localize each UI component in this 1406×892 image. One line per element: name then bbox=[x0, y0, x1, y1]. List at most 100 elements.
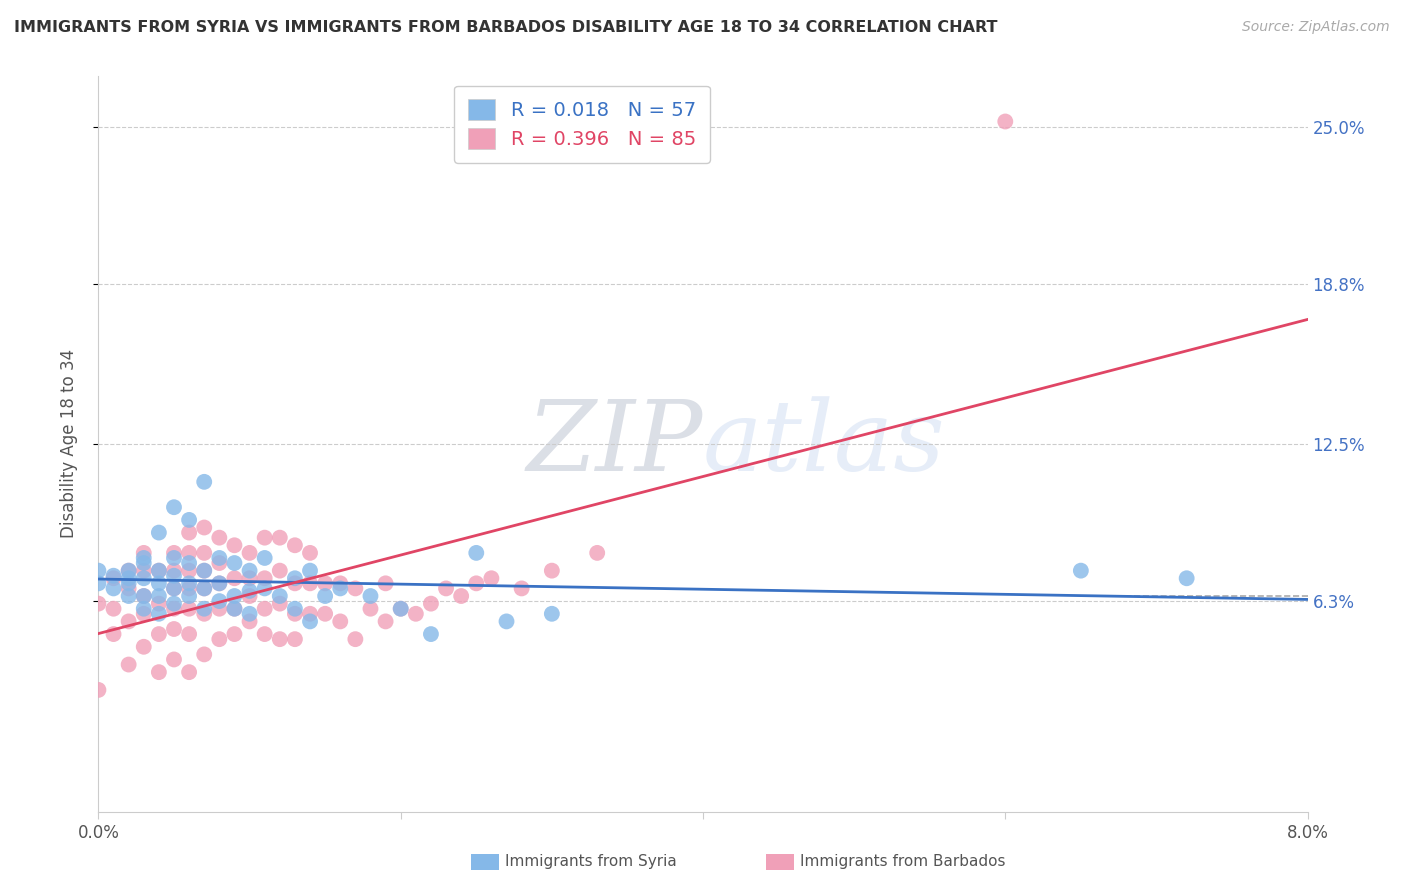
Point bbox=[179, 665, 201, 680]
Point bbox=[374, 615, 396, 629]
Point bbox=[87, 564, 110, 578]
Point bbox=[103, 582, 125, 596]
Point bbox=[163, 582, 186, 596]
Point bbox=[193, 582, 215, 596]
Point bbox=[163, 500, 186, 515]
Point bbox=[179, 556, 201, 570]
Point bbox=[179, 525, 201, 540]
Point bbox=[374, 576, 396, 591]
Point bbox=[344, 582, 367, 596]
Point bbox=[420, 627, 443, 641]
Point bbox=[193, 475, 215, 489]
Point bbox=[208, 576, 231, 591]
Point bbox=[329, 576, 352, 591]
Point bbox=[269, 531, 291, 545]
Point bbox=[118, 657, 141, 672]
Point bbox=[1070, 564, 1092, 578]
Point bbox=[481, 571, 503, 585]
Point bbox=[179, 601, 201, 615]
Point bbox=[103, 568, 125, 582]
Point bbox=[299, 607, 322, 621]
Point bbox=[299, 576, 322, 591]
Point bbox=[510, 582, 533, 596]
Point bbox=[360, 589, 382, 603]
Point bbox=[239, 589, 262, 603]
Point bbox=[193, 582, 215, 596]
Point bbox=[193, 564, 215, 578]
Point bbox=[118, 582, 141, 596]
Point bbox=[163, 582, 186, 596]
Point bbox=[284, 538, 307, 552]
Text: IMMIGRANTS FROM SYRIA VS IMMIGRANTS FROM BARBADOS DISABILITY AGE 18 TO 34 CORREL: IMMIGRANTS FROM SYRIA VS IMMIGRANTS FROM… bbox=[14, 20, 998, 35]
Legend: R = 0.018   N = 57, R = 0.396   N = 85: R = 0.018 N = 57, R = 0.396 N = 85 bbox=[454, 86, 710, 163]
Point bbox=[163, 551, 186, 566]
Point bbox=[239, 583, 262, 598]
Point bbox=[103, 571, 125, 585]
Point bbox=[389, 601, 412, 615]
Point bbox=[193, 648, 215, 662]
Point bbox=[208, 556, 231, 570]
Point bbox=[132, 589, 155, 603]
Point bbox=[179, 576, 201, 591]
Point bbox=[148, 576, 170, 591]
Point bbox=[148, 525, 170, 540]
Point bbox=[586, 546, 609, 560]
Text: ZIP: ZIP bbox=[527, 396, 703, 491]
Point bbox=[465, 576, 488, 591]
Point bbox=[132, 640, 155, 654]
Point bbox=[224, 627, 246, 641]
Point bbox=[314, 607, 336, 621]
Point bbox=[179, 582, 201, 596]
Y-axis label: Disability Age 18 to 34: Disability Age 18 to 34 bbox=[59, 349, 77, 539]
Point bbox=[118, 589, 141, 603]
Point bbox=[420, 597, 443, 611]
Point bbox=[253, 531, 276, 545]
Point bbox=[148, 564, 170, 578]
Point bbox=[87, 576, 110, 591]
Point bbox=[193, 546, 215, 560]
Point bbox=[193, 564, 215, 578]
Point bbox=[344, 632, 367, 647]
Point bbox=[103, 601, 125, 615]
Point bbox=[163, 597, 186, 611]
Point bbox=[224, 601, 246, 615]
Point bbox=[253, 571, 276, 585]
Point bbox=[87, 597, 110, 611]
Point bbox=[239, 607, 262, 621]
Point bbox=[132, 564, 155, 578]
Point bbox=[208, 601, 231, 615]
Point bbox=[193, 520, 215, 534]
Point bbox=[299, 615, 322, 629]
Point bbox=[284, 607, 307, 621]
Point bbox=[495, 615, 517, 629]
Point bbox=[389, 601, 412, 615]
Point bbox=[163, 652, 186, 666]
Point bbox=[132, 589, 155, 603]
Point bbox=[405, 607, 427, 621]
Point bbox=[239, 571, 262, 585]
Point bbox=[132, 546, 155, 560]
Point bbox=[314, 576, 336, 591]
Point bbox=[118, 571, 141, 585]
Point bbox=[208, 576, 231, 591]
Point bbox=[179, 513, 201, 527]
Point bbox=[284, 571, 307, 585]
Point bbox=[314, 589, 336, 603]
Point bbox=[329, 582, 352, 596]
Point bbox=[1175, 571, 1198, 585]
Point bbox=[329, 615, 352, 629]
Point bbox=[132, 551, 155, 566]
Point bbox=[434, 582, 457, 596]
Point bbox=[253, 582, 276, 596]
Point bbox=[269, 632, 291, 647]
Point bbox=[132, 556, 155, 570]
Point bbox=[224, 556, 246, 570]
Point bbox=[148, 597, 170, 611]
Point bbox=[540, 607, 562, 621]
Point bbox=[163, 564, 186, 578]
Point bbox=[224, 571, 246, 585]
Point bbox=[148, 665, 170, 680]
Point bbox=[224, 538, 246, 552]
Point bbox=[360, 601, 382, 615]
Point bbox=[299, 546, 322, 560]
